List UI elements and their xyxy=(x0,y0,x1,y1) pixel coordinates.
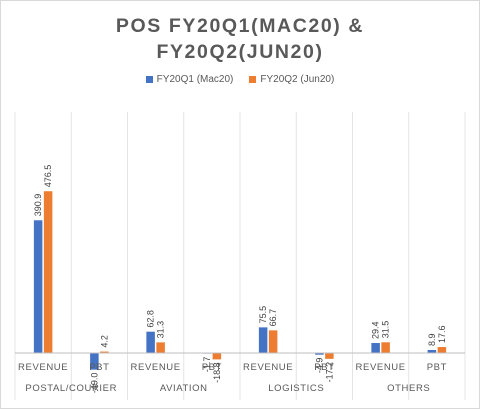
x-tick-label-3: REVENUE xyxy=(131,362,181,373)
x-tick-label-2: PBT xyxy=(89,362,109,373)
chart-title-line2: FY20Q2(JUN20) xyxy=(156,41,324,63)
x-group-label-4: OTHERS xyxy=(387,383,430,394)
data-label-s1-c5: 75.5 xyxy=(258,306,268,324)
x-group-label-2: AVIATION xyxy=(160,383,208,394)
x-tick-label-8: PBT xyxy=(427,362,447,373)
legend-label-series-2: FY20Q2 (Jun20) xyxy=(260,74,335,85)
legend-item-series-2: FY20Q2 (Jun20) xyxy=(249,74,334,85)
data-label-s1-c4: -1.7 xyxy=(202,357,212,373)
data-label-s1-c8: 8.9 xyxy=(427,333,437,346)
data-label-s2-c1: 476.5 xyxy=(43,165,53,188)
data-label-s1-c3: 62.8 xyxy=(146,310,156,328)
bar-s1-c1 xyxy=(33,220,43,353)
data-label-s1-c7: 29.4 xyxy=(371,321,381,339)
chart-legend: FY20Q1 (Mac20) FY20Q2 (Jun20) xyxy=(0,74,480,85)
bar-s1-c5 xyxy=(258,327,268,353)
data-label-s2-c3: 31.3 xyxy=(156,321,166,339)
legend-swatch-series-1 xyxy=(145,76,153,83)
bar-s2-c1 xyxy=(43,191,53,353)
bar-s2-c7 xyxy=(381,342,390,353)
bar-s1-c6 xyxy=(315,353,324,355)
x-tick-label-4: PBT xyxy=(202,362,222,373)
bar-s2-c5 xyxy=(268,330,278,353)
bar-s2-c3 xyxy=(156,342,165,353)
x-group-label-1: POSTAL/COURIER xyxy=(25,383,117,394)
bar-s1-c2 xyxy=(90,353,99,370)
chart-title-line1: POS FY20Q1(MAC20) & xyxy=(115,15,365,37)
x-tick-label-5: REVENUE xyxy=(243,362,293,373)
bar-s1-c8 xyxy=(427,349,437,353)
legend-label-series-1: FY20Q1 (Mac20) xyxy=(156,74,234,85)
bar-s1-c7 xyxy=(371,343,380,353)
x-tick-label-1: REVENUE xyxy=(18,362,68,373)
data-label-s2-c8: 17.6 xyxy=(437,325,447,343)
bar-s1-c3 xyxy=(146,331,155,353)
x-tick-label-7: REVENUE xyxy=(356,362,406,373)
data-label-s2-c2: 4.2 xyxy=(99,335,109,348)
data-label-s1-c6: -4.9 xyxy=(314,358,324,374)
data-label-s2-c4: -18.8 xyxy=(212,362,222,383)
bar-s2-c8 xyxy=(437,347,447,353)
data-label-s2-c7: 31.5 xyxy=(381,321,391,339)
bar-s2-c4 xyxy=(212,353,222,360)
legend-item-series-1: FY20Q1 (Mac20) xyxy=(145,74,234,85)
bar-s2-c6 xyxy=(325,353,334,359)
bar-s2-c2 xyxy=(100,351,109,353)
data-label-s2-c6: -17.2 xyxy=(324,362,334,383)
x-group-label-3: LOGISTICS xyxy=(268,383,324,394)
data-label-s2-c5: 66.7 xyxy=(268,309,278,327)
data-label-s1-c1: 390.9 xyxy=(33,194,43,217)
legend-swatch-series-2 xyxy=(249,76,257,83)
data-label-s1-c2: -49.0 xyxy=(89,373,99,394)
x-tick-label-6: PBT xyxy=(314,362,334,373)
